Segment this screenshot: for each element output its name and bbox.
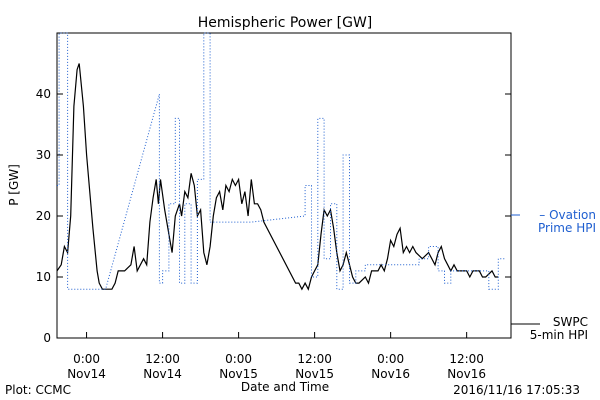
x-tick-label-time: 0:00: [377, 352, 404, 366]
y-tick-label: 40: [36, 87, 51, 101]
legend-swpc-line2: 5-min HPI: [530, 328, 588, 342]
y-axis-label: P [GW]: [7, 164, 21, 206]
legend-swpc-line1: SWPC: [553, 315, 588, 329]
x-axis-label: Date and Time: [241, 380, 329, 394]
chart-title: Hemispheric Power [GW]: [198, 15, 373, 31]
y-tick-label: 0: [43, 331, 51, 345]
x-axis-ticks: 0:00Nov1412:00Nov140:00Nov1512:00Nov150:…: [67, 332, 486, 381]
x-tick-label-time: 0:00: [73, 352, 100, 366]
footer-timestamp: 2016/11/16 17:05:33: [453, 383, 580, 397]
legend-ovation-line2: Prime HPI: [538, 221, 596, 235]
x-tick-label-time: 12:00: [297, 352, 332, 366]
series-line-swpc: [56, 63, 499, 291]
x-tick-label-date: Nov14: [67, 367, 106, 381]
x-tick-label-date: Nov15: [219, 367, 258, 381]
x-tick-label-date: Nov15: [295, 367, 334, 381]
x-tick-label-time: 12:00: [145, 352, 180, 366]
x-tick-label-date: Nov16: [447, 367, 486, 381]
x-tick-label-time: 0:00: [225, 352, 252, 366]
y-tick-label: 30: [36, 148, 51, 162]
series-layer: [56, 32, 505, 291]
x-tick-label-time: 12:00: [449, 352, 484, 366]
series-line-ovation: [57, 32, 505, 290]
y-tick-label: 10: [36, 270, 51, 284]
plot-frame: [56, 32, 512, 339]
y-axis-ticks: 0 10 20 30 40: [36, 87, 511, 345]
footer-plot-credit: Plot: CCMC: [5, 383, 71, 397]
legend-swpc: SWPC 5-min HPI: [511, 315, 588, 342]
legend-ovation-line1: – Ovation: [539, 208, 596, 222]
legend-ovation: – Ovation Prime HPI: [511, 208, 596, 235]
y-tick-label: 20: [36, 209, 51, 223]
x-tick-label-date: Nov16: [371, 367, 410, 381]
x-tick-label-date: Nov14: [143, 367, 182, 381]
